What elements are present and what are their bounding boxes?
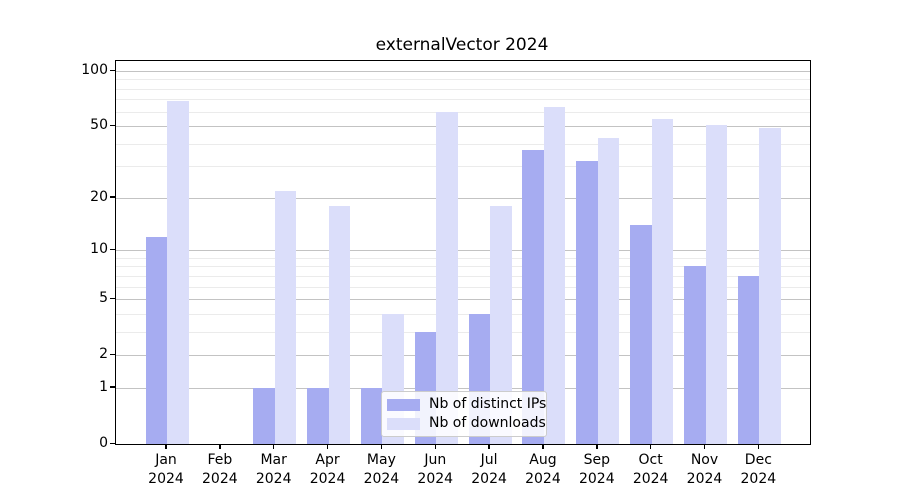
y-tick-mark	[110, 386, 115, 388]
legend-item-distinct-ips: Nb of distinct IPs	[387, 397, 546, 412]
x-tick-label-aug: Aug 2024	[525, 452, 561, 487]
x-tick-label-apr: Apr 2024	[309, 452, 346, 487]
bar-oct-distinct-ips	[630, 225, 652, 444]
y-tick-label: 100	[81, 62, 108, 78]
y-tick-mark	[110, 353, 115, 356]
gridline-minor	[116, 313, 810, 315]
x-tick-label-may: May 2024	[363, 452, 400, 487]
legend-label-downloads: Nb of downloads	[429, 415, 546, 431]
y-tick-mark	[110, 297, 115, 300]
bar-aug-distinct-ips	[522, 150, 544, 444]
y-tick-mark	[110, 196, 115, 198]
bar-nov-downloads	[705, 124, 727, 444]
y-tick-label: 0	[99, 435, 108, 451]
x-tick-label-nov: Nov 2024	[686, 452, 723, 487]
x-tick-mark	[488, 444, 490, 449]
x-tick-label-jun: Jun 2024	[417, 452, 454, 487]
legend-swatch-distinct-ips	[387, 398, 420, 411]
x-tick-mark	[165, 444, 167, 449]
y-tick-label: 50	[90, 117, 108, 134]
x-tick-mark	[434, 444, 436, 449]
bar-sep-distinct-ips	[576, 161, 598, 444]
bar-mar-distinct-ips	[253, 387, 275, 444]
y-tick-mark	[110, 442, 115, 444]
y-tick-label: 5	[99, 290, 108, 307]
x-tick-mark	[649, 444, 652, 449]
bar-jun-downloads	[436, 111, 458, 444]
bar-oct-downloads	[651, 118, 674, 444]
gridline-minor	[116, 266, 810, 268]
x-tick-mark	[219, 444, 221, 449]
x-tick-mark	[596, 444, 598, 449]
x-tick-label-dec: Dec 2024	[740, 452, 777, 487]
bar-jul-downloads	[490, 206, 512, 444]
gridline-major	[116, 299, 810, 301]
legend-label-distinct-ips: Nb of distinct IPs	[429, 396, 547, 412]
gridline-minor	[116, 99, 810, 101]
y-tick-mark	[110, 69, 115, 71]
plot-area	[115, 60, 811, 445]
gridline-major	[116, 126, 810, 128]
x-tick-mark	[703, 444, 706, 449]
bar-may-distinct-ips	[360, 387, 383, 444]
x-tick-label-mar: Mar 2024	[255, 452, 292, 487]
gridline-major	[116, 197, 810, 199]
legend-swatch-downloads	[387, 417, 420, 430]
gridline-minor	[116, 111, 810, 113]
gridline-major	[116, 355, 810, 357]
y-tick-label: 20	[90, 188, 108, 205]
bar-apr-distinct-ips	[307, 387, 329, 444]
gridline-minor	[116, 166, 810, 168]
bar-sep-downloads	[597, 138, 620, 444]
x-tick-label-jan: Jan 2024	[148, 452, 184, 487]
gridline-minor	[116, 143, 810, 145]
gridline-minor	[116, 257, 810, 259]
x-tick-mark	[326, 444, 329, 449]
y-tick-label: 2	[99, 346, 108, 363]
x-tick-label-jul: Jul 2024	[471, 452, 507, 487]
gridline-major	[116, 387, 810, 389]
y-tick-mark	[110, 248, 115, 251]
bar-jan-downloads	[167, 100, 189, 444]
legend-item-downloads: Nb of downloads	[387, 416, 546, 431]
gridline-minor	[116, 331, 810, 333]
x-tick-mark	[380, 444, 383, 449]
gridline-major	[116, 250, 810, 252]
x-tick-mark	[542, 444, 544, 449]
gridline-minor	[116, 79, 810, 81]
x-tick-mark	[272, 444, 275, 449]
bar-dec-downloads	[759, 127, 781, 444]
y-tick-label: 1	[99, 378, 108, 395]
gridline-minor	[116, 88, 810, 90]
x-tick-mark	[757, 444, 760, 449]
x-tick-label-sep: Sep 2024	[578, 452, 615, 487]
bar-mar-downloads	[274, 190, 297, 444]
gridline-minor	[116, 275, 810, 277]
y-tick-mark	[110, 124, 115, 127]
gridline-minor	[116, 286, 810, 288]
chart-title: externalVector 2024	[375, 35, 549, 55]
bar-nov-distinct-ips	[684, 266, 706, 444]
legend: Nb of distinct IPs Nb of downloads	[381, 391, 547, 437]
bar-aug-downloads	[543, 106, 566, 444]
y-tick-label: 10	[90, 241, 108, 258]
bar-apr-downloads	[328, 206, 351, 444]
bar-jan-distinct-ips	[145, 236, 167, 444]
x-tick-label-feb: Feb 2024	[202, 452, 238, 487]
bar-dec-distinct-ips	[737, 275, 760, 444]
x-tick-label-oct: Oct 2024	[632, 452, 669, 487]
gridline-major	[116, 71, 810, 72]
